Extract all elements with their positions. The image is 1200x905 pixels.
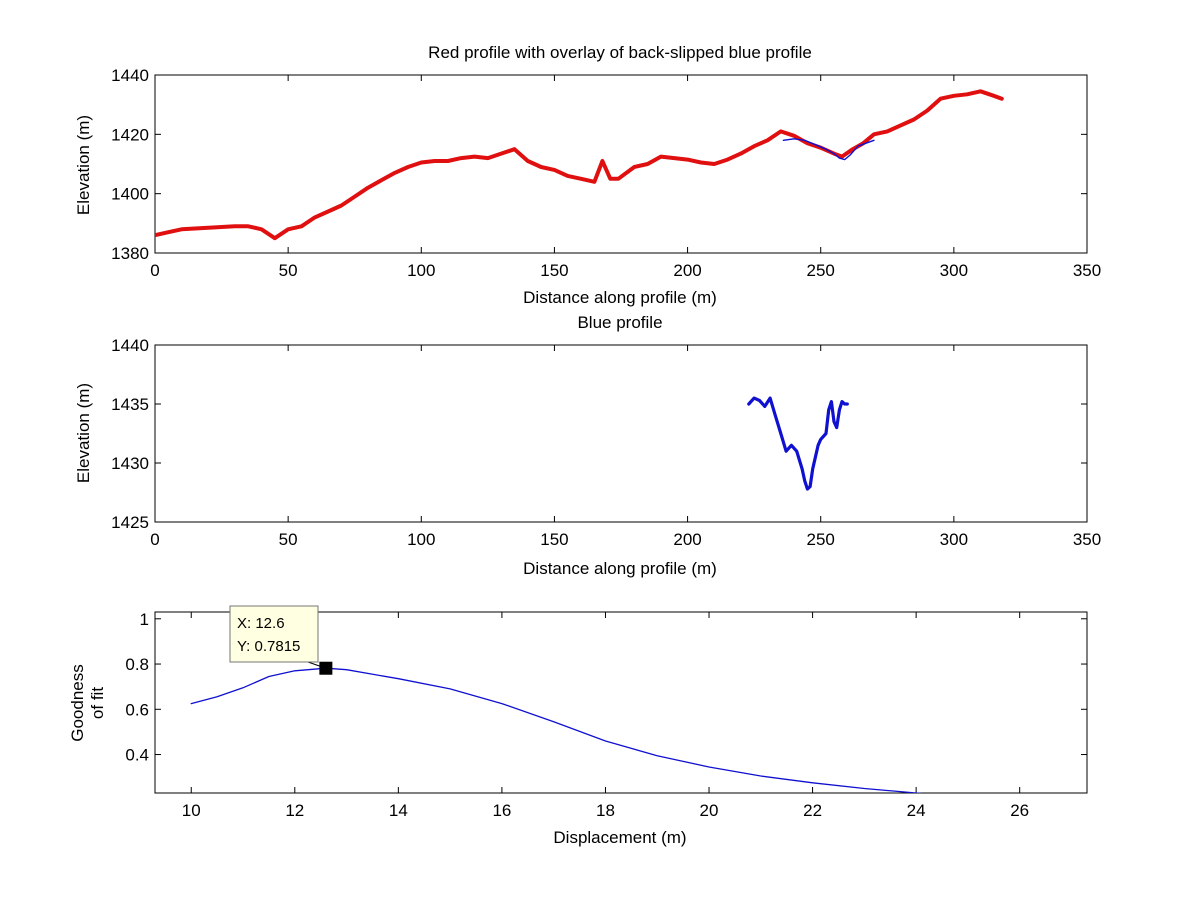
y-tick-label: 1440 [111, 336, 149, 355]
axes-box [154, 344, 1088, 523]
series-line-goodness-of-fit [190, 667, 924, 793]
y-tick-label: 1420 [111, 125, 149, 144]
x-tick-label: 150 [540, 530, 568, 549]
blue-profile-panel: Blue profile Distance along profile (m) … [74, 313, 1101, 578]
x-tick-label: 250 [807, 530, 835, 549]
x-tick-label: 300 [940, 530, 968, 549]
x-tick-label: 16 [492, 801, 511, 820]
x-tick-label: 10 [182, 801, 201, 820]
y-tick-label: 0.4 [125, 746, 149, 765]
y-tick-label: 1380 [111, 244, 149, 263]
x-tick-label: 100 [407, 261, 435, 280]
x-tick-label: 150 [540, 261, 568, 280]
x-tick-label: 12 [285, 801, 304, 820]
x-tick-label: 100 [407, 530, 435, 549]
y-tick-label: 1440 [111, 66, 149, 85]
datatip-box[interactable] [229, 605, 319, 663]
x-tick-label: 24 [907, 801, 926, 820]
x-tick-label: 26 [1010, 801, 1029, 820]
x-tick-label: 300 [940, 261, 968, 280]
x-tick-label: 200 [673, 261, 701, 280]
datatip-marker[interactable] [319, 661, 333, 675]
y-axis-label-line1: Goodness [68, 664, 87, 742]
datatip-y-label: Y: 0.7815 [237, 638, 300, 655]
series-line-back-slipped-blue-profile [782, 138, 875, 161]
series-line-red-profile [155, 89, 1004, 241]
y-tick-label: 0.6 [125, 700, 149, 719]
x-tick-label: 0 [150, 530, 159, 549]
x-tick-label: 18 [596, 801, 615, 820]
x-tick-label: 350 [1073, 261, 1101, 280]
goodness-of-fit-panel: Displacement (m) Goodness of fit 10 12 14 1… [68, 605, 1088, 847]
datatip-x-label: X: 12.6 [237, 615, 285, 632]
y-axis-label: Elevation (m) [74, 383, 93, 483]
y-axis-label: Elevation (m) [74, 115, 93, 215]
x-tick-label: 50 [279, 530, 298, 549]
x-tick-label: 50 [279, 261, 298, 280]
y-axis-label-line2: of fit [88, 687, 107, 719]
x-tick-label: 14 [389, 801, 408, 820]
axes-box [154, 74, 1088, 254]
y-tick-label: 1 [140, 610, 149, 629]
x-tick-label: 350 [1073, 530, 1101, 549]
x-axis-label: Distance along profile (m) [523, 559, 717, 578]
y-tick-label: 1400 [111, 185, 149, 204]
red-profile-panel: Red profile with overlay of back-slipped… [74, 43, 1101, 307]
axes-box [154, 611, 1088, 794]
x-tick-label: 0 [150, 261, 159, 280]
panel-title: Blue profile [577, 313, 662, 332]
x-tick-label: 250 [807, 261, 835, 280]
y-tick-label: 0.8 [125, 655, 149, 674]
series-line-blue-profile [747, 396, 849, 491]
panel-title: Red profile with overlay of back-slipped… [428, 43, 812, 62]
x-axis-label: Distance along profile (m) [523, 288, 717, 307]
y-tick-label: 1430 [111, 454, 149, 473]
x-tick-label: 20 [700, 801, 719, 820]
x-axis-label: Displacement (m) [553, 828, 686, 847]
x-tick-label: 200 [673, 530, 701, 549]
y-tick-label: 1425 [111, 513, 149, 532]
x-tick-label: 22 [803, 801, 822, 820]
y-tick-label: 1435 [111, 395, 149, 414]
